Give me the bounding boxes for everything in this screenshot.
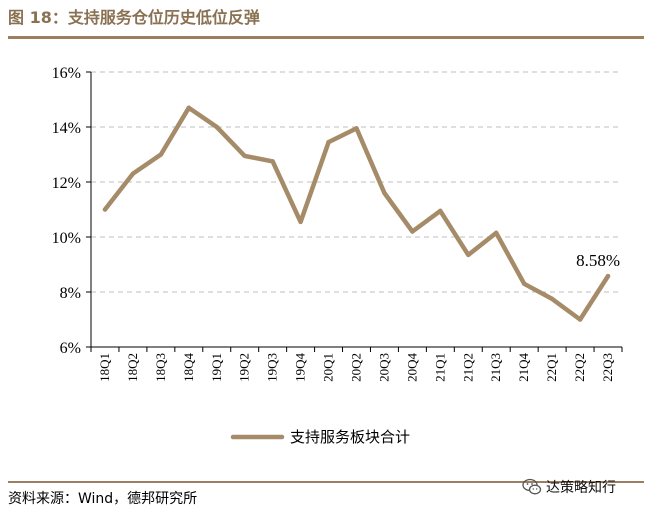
data-point: [521, 281, 527, 286]
x-tick-label: 20Q1: [321, 353, 336, 382]
legend: 支持服务板块合计: [230, 428, 410, 446]
footer-rule: [8, 481, 644, 483]
axes: [86, 71, 623, 352]
x-tick-label: 20Q4: [404, 353, 419, 382]
legend-label: 支持服务板块合计: [290, 428, 410, 446]
x-tick-label: 19Q1: [209, 353, 224, 382]
x-tick-label: 22Q2: [572, 353, 587, 382]
x-tick-label: 21Q3: [488, 353, 503, 382]
x-tick-label: 22Q3: [600, 353, 615, 382]
data-label: 8.58%: [576, 251, 620, 270]
data-point: [410, 229, 415, 234]
source-note: 资料来源：Wind，德邦研究所: [8, 491, 198, 507]
x-tick-label: 18Q2: [125, 353, 140, 382]
data-point: [298, 219, 303, 225]
line-chart: 6% 8% 10% 12% 14% 16% 18Q1 18Q2 18Q3 18Q4 19Q1 19Q…: [52, 65, 623, 446]
gridlines: [91, 71, 622, 293]
x-tick-label: 21Q2: [460, 353, 475, 382]
x-tick-label: 20Q3: [376, 353, 391, 382]
data-point: [382, 190, 387, 196]
data-point: [186, 105, 192, 110]
watermark: 达策略知行: [522, 477, 616, 497]
data-point: [354, 126, 359, 131]
data-point: [158, 152, 164, 157]
wechat-icon: [522, 478, 542, 495]
y-tick-label: 12%: [52, 175, 81, 192]
data-point: [242, 153, 247, 159]
series: [102, 105, 611, 322]
x-tick-label: 19Q2: [237, 353, 252, 382]
x-tick-label: 21Q4: [516, 353, 531, 382]
data-point: [214, 124, 219, 130]
x-tick-label: 20Q2: [349, 353, 364, 382]
x-tick-label: 22Q1: [544, 353, 559, 382]
x-axis-ticks: 18Q1 18Q2 18Q3 18Q4 19Q1 19Q2 19Q3 19Q4 20Q1 20Q2…: [97, 353, 615, 382]
annotations: 8.58%: [576, 251, 620, 270]
watermark-text: 达策略知行: [546, 480, 616, 496]
x-tick-label: 19Q3: [265, 353, 280, 382]
x-tick-label: 18Q3: [153, 353, 168, 382]
x-tick-label: 19Q4: [293, 353, 308, 382]
x-tick-label: 18Q1: [97, 353, 112, 382]
y-tick-label: 16%: [52, 65, 81, 82]
data-point: [130, 171, 136, 176]
y-tick-label: 10%: [52, 230, 81, 247]
x-tick-label: 18Q4: [181, 353, 196, 382]
figure-title: 图 18：支持服务仓位历史低位反弹: [8, 8, 260, 27]
data-point: [605, 273, 611, 279]
data-point: [549, 296, 555, 302]
y-tick-label: 6%: [60, 340, 81, 357]
data-point: [494, 230, 499, 236]
data-point: [270, 159, 275, 164]
data-point: [102, 207, 108, 212]
series-line: [102, 105, 611, 322]
title-rule: [8, 36, 644, 39]
y-tick-label: 8%: [60, 285, 81, 302]
data-point: [466, 252, 471, 258]
x-tick-label: 21Q1: [432, 353, 447, 382]
y-tick-label: 14%: [52, 120, 81, 137]
data-point: [577, 317, 583, 322]
data-point: [326, 139, 331, 145]
y-axis-ticks: 6% 8% 10% 12% 14% 16%: [52, 65, 81, 357]
data-point: [438, 208, 443, 214]
